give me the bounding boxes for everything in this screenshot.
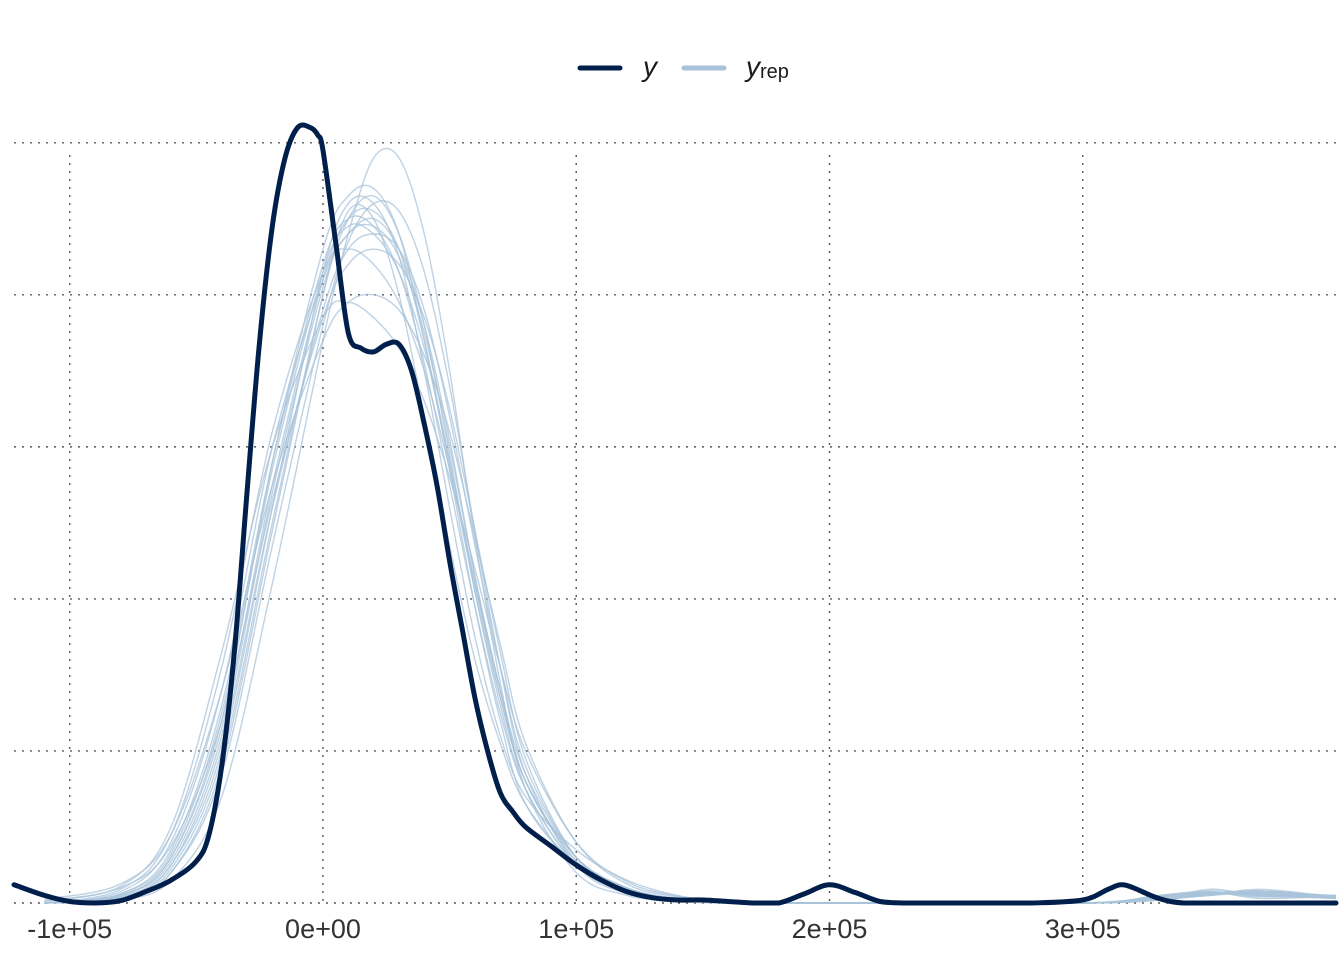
legend-label-yrep: yrep (744, 51, 789, 83)
x-tick-label-1: 0e+00 (285, 914, 361, 944)
legend-label-yrep-subscript: rep (760, 61, 789, 83)
x-tick-label-4: 3e+05 (1045, 914, 1121, 944)
x-tick-label-0: -1e+05 (27, 914, 112, 944)
legend: y yrep (577, 51, 789, 83)
x-axis-tick-labels: -1e+05 0e+00 1e+05 2e+05 3e+05 (27, 914, 1120, 944)
x-tick-label-2: 1e+05 (538, 914, 614, 944)
legend-label-yrep-main: y (744, 51, 762, 82)
legend-label-y: y (641, 51, 659, 82)
x-tick-label-3: 2e+05 (792, 914, 868, 944)
y-density-line-group (11, 122, 1339, 906)
y-density-line (11, 122, 1339, 906)
